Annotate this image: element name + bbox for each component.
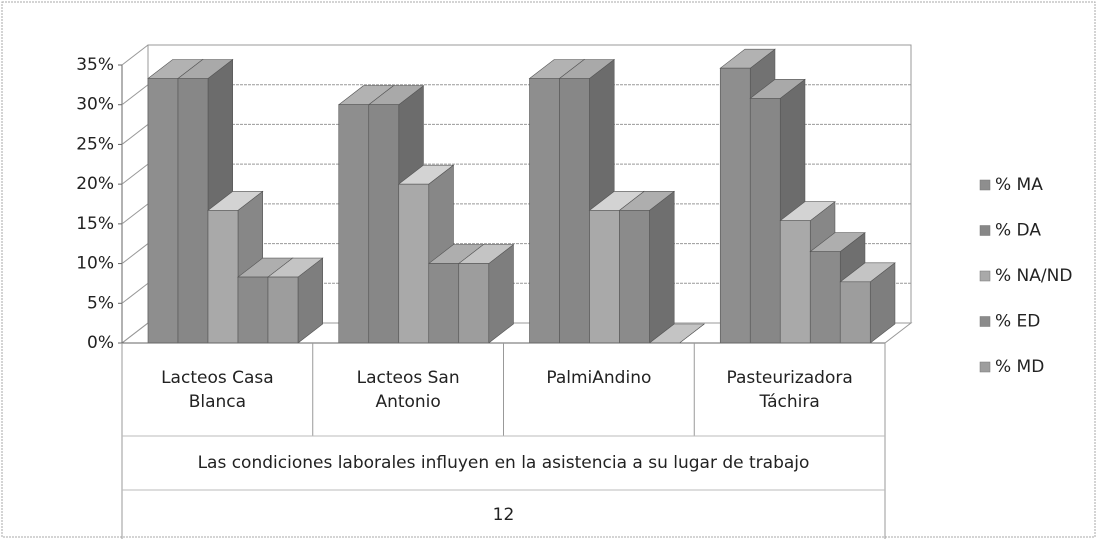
y-tick-label: 20%: [76, 174, 114, 194]
grid-line-side: [121, 124, 149, 145]
legend-swatch: [979, 361, 991, 373]
bar: [457, 243, 515, 344]
bar-face: [428, 263, 460, 344]
bar-face: [649, 190, 675, 344]
x-tick-label: PalmiAndino: [546, 368, 652, 388]
legend-swatch: [979, 316, 991, 327]
legend-label: % DA: [995, 221, 1041, 241]
bar-face: [619, 210, 650, 344]
x-tick-label: Lacteos San Antonio: [356, 368, 460, 412]
bar: [267, 257, 324, 344]
grid-line-side: [121, 44, 149, 66]
bar-face: [267, 276, 299, 344]
y-tick-label: 5%: [87, 293, 114, 313]
bar-face: [839, 281, 871, 344]
legend-swatch: [979, 225, 991, 236]
x-tick-label: Lacteos Casa Blanca: [161, 368, 274, 412]
legend-label: % NA/ND: [995, 266, 1072, 286]
bar-face: [368, 104, 400, 344]
bar-face: [779, 220, 811, 344]
bar-face: [458, 263, 490, 344]
x-axis-label: Las condiciones laborales influyen en la…: [197, 453, 810, 473]
bar-face: [398, 183, 430, 344]
bar: [839, 262, 896, 344]
x-tick-label: Pasteurizadora Táchira: [726, 368, 853, 412]
grid-line-side: [121, 203, 149, 225]
grid-line-side: [121, 243, 149, 264]
legend-label: % MA: [995, 175, 1043, 195]
grid-line-side: [121, 163, 149, 185]
bar-face: [237, 276, 269, 344]
legend-swatch: [979, 179, 991, 191]
bar: [618, 190, 676, 344]
bar-face: [177, 78, 209, 344]
bar-face: [809, 251, 841, 344]
y-tick-label: 0%: [87, 333, 114, 353]
legend-label: % ED: [995, 312, 1040, 332]
legend-label: % MD: [995, 357, 1044, 377]
bar-face: [147, 78, 179, 344]
bar-face: [589, 210, 620, 344]
bar-face: [749, 98, 781, 344]
y-tick-label: 10%: [76, 254, 114, 274]
y-tick-label: 30%: [76, 95, 114, 115]
y-tick-label: 25%: [76, 134, 114, 154]
legend-swatch: [979, 270, 991, 282]
y-tick-label: 15%: [76, 214, 114, 234]
bar-face: [529, 78, 560, 344]
bar-face: [207, 210, 239, 344]
bar-face: [719, 67, 751, 344]
grid-line-side: [121, 282, 149, 304]
grid-line-side: [121, 84, 149, 106]
x-axis-label-2: 12: [492, 505, 515, 525]
bar-face: [338, 104, 370, 344]
y-tick-label: 35%: [76, 55, 114, 75]
grid-line-side: [121, 322, 149, 344]
bar-face: [559, 78, 590, 344]
